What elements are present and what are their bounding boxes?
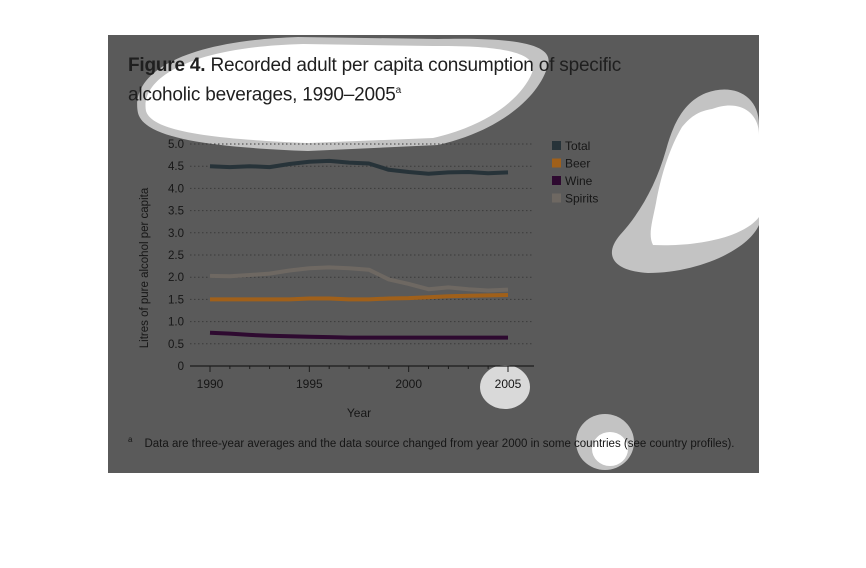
y-tick-label: 1.5: [168, 294, 184, 306]
y-tick-label: 0: [178, 361, 184, 373]
y-tick-label: 4.5: [168, 161, 184, 173]
right-blob-fill: [650, 105, 759, 246]
legend-swatch-wine: [552, 176, 561, 185]
legend-label-total: Total: [565, 139, 590, 153]
axes: 0 0.5 1.0 1.5 2.0 2.5 3.0 3.5 4.0 4.5 5.0 1990 1995 2…: [168, 139, 534, 391]
line-chart: 0 0.5 1.0 1.5 2.0 2.5 3.0 3.5 4.0 4.5 5.0 1990 1995 2…: [139, 139, 598, 420]
footnote-mark: a: [128, 435, 133, 444]
legend: Total Beer Wine Spirits: [552, 139, 598, 206]
figure-label: Figure 4.: [128, 55, 206, 76]
y-tick-label: 1.0: [168, 317, 184, 329]
legend-label-wine: Wine: [565, 174, 593, 188]
legend-label-beer: Beer: [565, 157, 590, 171]
series-line-wine: [209, 330, 508, 340]
legend-label-spirits: Spirits: [565, 192, 598, 206]
legend-swatch-beer: [552, 158, 561, 168]
figure-title: Figure 4. Recorded adult per capita cons…: [128, 53, 648, 107]
tick-2005-blob: [480, 365, 530, 409]
series-line-beer: [210, 293, 509, 302]
y-axis-label: Litres of pure alcohol per capita: [139, 187, 151, 348]
x-tick-label: 2005: [495, 377, 522, 391]
y-tick-label: 2.0: [168, 272, 184, 284]
footnote-text: Data are three-year averages and the dat…: [144, 437, 735, 450]
series-line-total: [209, 158, 509, 176]
series-lines: [209, 158, 509, 340]
title-blob-fill: [145, 44, 533, 143]
y-tick-label: 5.0: [168, 139, 184, 151]
legend-swatch-spirits: [552, 193, 561, 203]
footnote-blob-fill: [592, 432, 628, 466]
y-tick-label: 3.5: [168, 206, 184, 218]
series-line-spirits: [209, 265, 509, 293]
x-axis-label: Year: [347, 406, 371, 420]
x-tick-label: 1990: [197, 377, 224, 391]
figure-title-footnote-mark: a: [395, 85, 402, 96]
footnote: a Data are three-year averages and the da…: [128, 435, 748, 450]
y-tick-label: 0.5: [168, 339, 184, 351]
x-tick-label: 1995: [296, 377, 323, 391]
legend-swatch-total: [552, 141, 561, 150]
y-tick-label: 3.0: [168, 228, 184, 240]
figure-title-text: Recorded adult per capita consumption of…: [128, 55, 622, 106]
y-tick-label: 4.0: [168, 183, 184, 195]
y-tick-label: 2.5: [168, 250, 184, 262]
x-tick-label: 2000: [395, 377, 422, 391]
figure-panel: Figure 4. Recorded adult per capita cons…: [108, 35, 759, 473]
redaction-blobs: [137, 37, 759, 470]
